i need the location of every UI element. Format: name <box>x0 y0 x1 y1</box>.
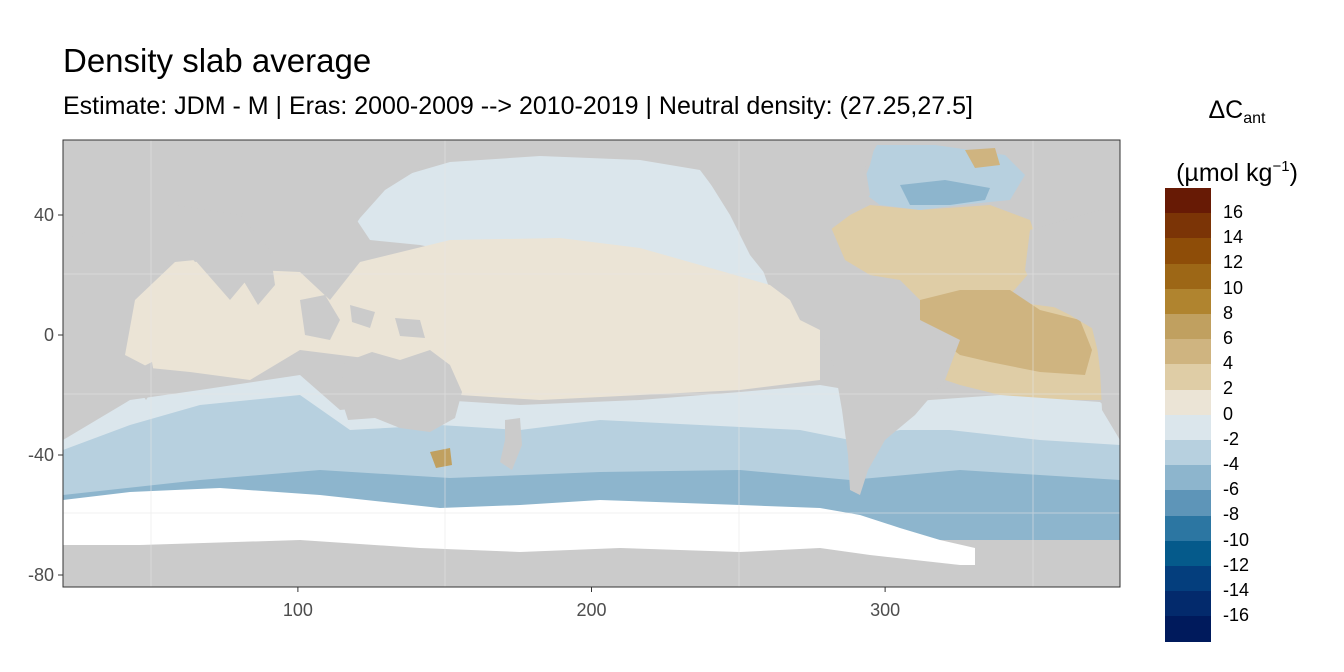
y-tick-label: -80 <box>28 565 54 585</box>
maritime-continent-land <box>300 295 425 340</box>
north-atlantic-region <box>830 205 1040 318</box>
legend-label: -8 <box>1223 504 1240 525</box>
legend-title: ΔCant (µmol kg−1) <box>1162 86 1312 197</box>
legend-swatch <box>1165 490 1211 517</box>
legend-swatch <box>1165 288 1211 315</box>
legend-title-symbol: ΔC <box>1208 96 1244 124</box>
x-tick-label: 200 <box>576 600 606 620</box>
legend-swatch <box>1165 263 1211 290</box>
legend-label: -12 <box>1223 554 1250 575</box>
equatorial-pacific-region <box>125 238 820 400</box>
legend-swatch <box>1165 339 1211 365</box>
legend-label: -6 <box>1223 479 1240 500</box>
legend-label: 16 <box>1223 202 1244 222</box>
labrador-sea-region <box>900 180 990 205</box>
legend-swatch <box>1165 238 1211 265</box>
new-zealand-land <box>500 418 522 470</box>
equatorial-atlantic-region <box>920 290 1092 375</box>
legend-label: 8 <box>1223 302 1234 323</box>
legend-label: -16 <box>1223 605 1250 626</box>
y-tick-label: 40 <box>34 205 54 225</box>
legend-label: -10 <box>1223 529 1250 550</box>
legend-swatch <box>1165 314 1211 340</box>
plot-title: Density slab average <box>63 42 372 79</box>
legend-label: 6 <box>1223 328 1234 348</box>
legend-swatch <box>1165 213 1211 239</box>
legend-swatch <box>1165 616 1211 643</box>
africa-land <box>1025 210 1120 440</box>
legend-label: 12 <box>1223 252 1244 273</box>
x-tick-label: 300 <box>870 600 900 620</box>
legend-swatch <box>1165 465 1211 491</box>
legend-title-subscript: ant <box>1243 110 1266 127</box>
legend-swatch <box>1165 364 1211 391</box>
legend-swatch <box>1165 188 1211 214</box>
legend-label: 2 <box>1223 378 1234 399</box>
legend-label: 0 <box>1223 403 1234 424</box>
north-america-land <box>680 140 880 280</box>
y-tick-label: 0 <box>44 325 54 345</box>
greenland-land <box>1010 140 1120 210</box>
irminger-anomaly <box>965 148 1000 168</box>
legend-swatch <box>1165 591 1211 617</box>
legend-label: 4 <box>1223 353 1234 374</box>
y-tick-label: -40 <box>28 445 54 465</box>
plot-subtitle: Estimate: JDM - M | Eras: 2000-2009 --> … <box>63 92 973 120</box>
legend-label: 14 <box>1223 227 1244 248</box>
legend-unit-prefix: (µmol kg <box>1176 159 1273 187</box>
legend-swatch <box>1165 414 1211 441</box>
legend-unit-suffix: ) <box>1289 159 1298 187</box>
legend-swatch <box>1165 389 1211 416</box>
legend-swatch <box>1165 540 1211 567</box>
legend-label: 10 <box>1223 277 1244 298</box>
legend-label: -2 <box>1223 428 1240 449</box>
eurasia-land <box>63 140 440 258</box>
legend-swatch <box>1165 515 1211 542</box>
south-america-land <box>822 300 960 495</box>
legend-unit-exponent: −1 <box>1272 158 1290 175</box>
legend-label: -14 <box>1223 580 1250 600</box>
antarctica-land <box>63 540 1120 587</box>
legend-swatch <box>1165 440 1211 466</box>
australia-land <box>340 350 462 432</box>
legend-swatch <box>1165 566 1211 592</box>
tasmania-anomaly <box>430 448 452 468</box>
x-tick-label: 100 <box>283 600 313 620</box>
india-land <box>175 205 275 305</box>
legend-label: -4 <box>1223 454 1240 474</box>
gridlines <box>63 140 1120 587</box>
